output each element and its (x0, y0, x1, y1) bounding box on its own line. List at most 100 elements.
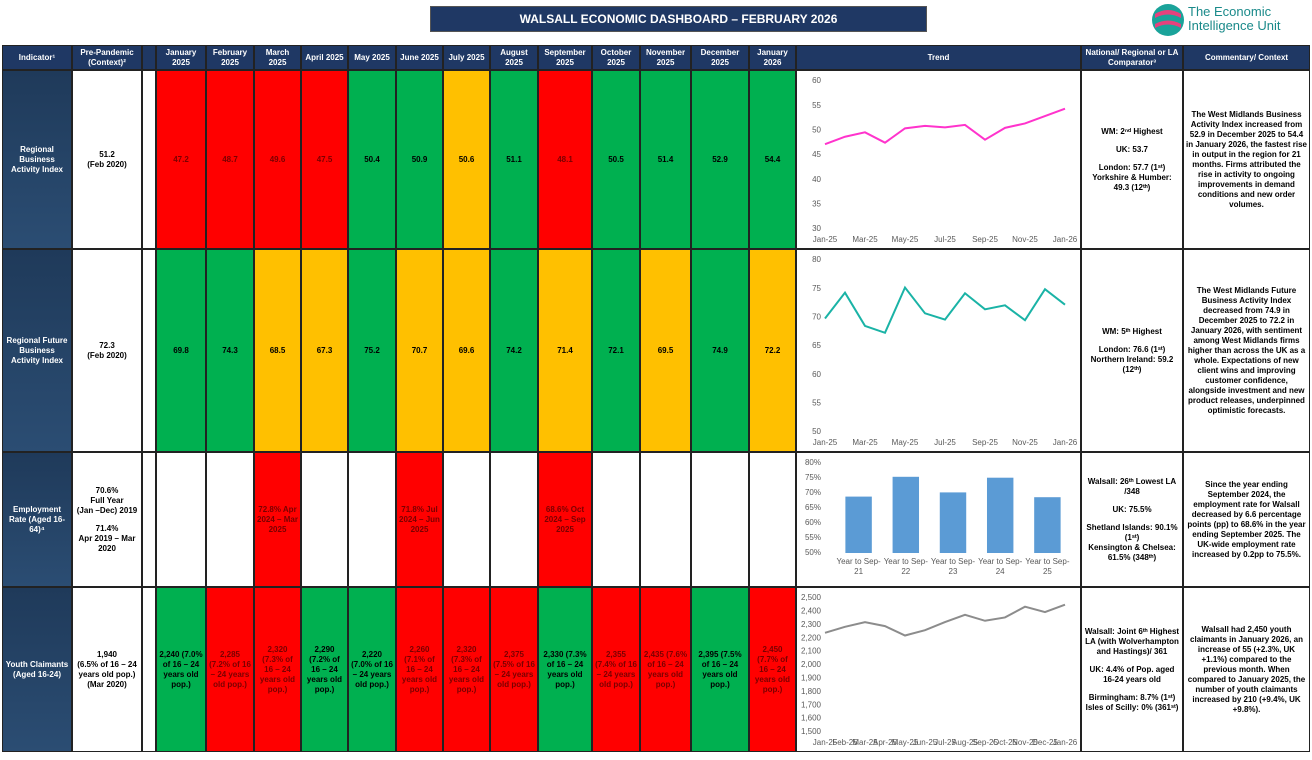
text-line: UK: 75.5% (1112, 504, 1152, 514)
column-header: December 2025 (691, 45, 749, 70)
indicator-cell: Regional Future Business Activity Index (2, 249, 72, 452)
cell-text: 72.2 (764, 345, 781, 355)
text-line: Kensington & Chelsea: 61.5% (348ᵗʰ) (1088, 542, 1176, 562)
column-header: January 2026 (749, 45, 796, 70)
status-cell: 2,355 (7.4% of 16 – 24 years old pop.) (592, 587, 640, 752)
status-cell (301, 452, 348, 587)
status-cell (206, 452, 254, 587)
spacer-header (142, 45, 156, 70)
header-text: National/ Regional or LA Comparator³ (1085, 47, 1179, 67)
status-cell: 2,240 (7.0% of 16 – 24 years old pop.) (156, 587, 206, 752)
status-cell: 2,320 (7.3% of 16 – 24 years old pop.) (443, 587, 490, 752)
commentary-cell: Walsall had 2,450 youth claimants in Jan… (1183, 587, 1310, 752)
column-header: February 2025 (206, 45, 254, 70)
header-text: August 2025 (500, 47, 528, 67)
cell-text: 52.9 (712, 154, 728, 164)
paragraph: Walsall: Joint 6ᵗʰ Highest LA (with Wolv… (1084, 627, 1180, 657)
context-cell: 1,940 (6.5% of 16 – 24 years old pop.) (Ma… (72, 587, 142, 752)
x-tick-label: Year to Sep-22 (883, 557, 928, 576)
text-line: Apr 2019 – Mar 2020 (78, 533, 136, 553)
comparator-cell: Walsall: 26ᵗʰ Lowest LA /348 UK: 75.5% She… (1081, 452, 1183, 587)
paragraph: Shetland Islands: 90.1% (1ˢᵗ) Kensington … (1084, 523, 1180, 563)
status-cell: 2,375 (7.5% of 16 – 24 years old pop.) (490, 587, 538, 752)
status-cell: 2,220 (7.0% of 16 – 24 years old pop.) (348, 587, 396, 752)
cell-text: 72.8% Apr 2024 – Mar 2025 (257, 504, 298, 534)
bar (845, 496, 872, 553)
trend-chart: 50 55 60 65 70 75 80 Jan-25 Mar-25 May-25 Jul-25 Se… (812, 255, 1078, 447)
cell-text: 68.5 (269, 345, 286, 355)
y-tick-label: 65% (805, 503, 821, 512)
commentary-text: Since the year ending September 2024, th… (1187, 479, 1306, 559)
status-cell: 50.5 (592, 70, 640, 249)
text-line: Isles of Scilly: 0% (361ˢᵗ) (1085, 702, 1179, 712)
x-tick-label: Jul-25 (934, 738, 956, 747)
x-tick-label: Sep-25 (972, 738, 998, 747)
y-tick-label: 70% (805, 488, 821, 497)
status-cell: 50.4 (348, 70, 396, 249)
column-header: March 2025 (254, 45, 301, 70)
header-text: Indicator¹ (18, 52, 56, 62)
y-tick-label: 1,800 (801, 687, 822, 696)
column-header: Commentary/ Context (1183, 45, 1310, 70)
x-tick-label: Mar-25 (852, 438, 878, 447)
x-tick-label: Year to Sep-25 (1025, 557, 1070, 576)
text-line: 71.4% (95, 523, 119, 533)
paragraph: Walsall: 26ᵗʰ Lowest LA /348 (1084, 477, 1180, 497)
status-cell: 50.6 (443, 70, 490, 249)
cell-text: 54.4 (764, 154, 781, 164)
text-line: (Feb 2020) (87, 159, 127, 169)
commentary-text: Walsall had 2,450 youth claimants in Jan… (1187, 624, 1306, 714)
cell-text: 71.4 (557, 345, 573, 355)
header-text: July 2025 (448, 52, 485, 62)
y-tick-label: 70 (812, 312, 821, 321)
x-tick-label: Year to Sep-23 (930, 557, 976, 576)
text-line: 70.6% (95, 485, 119, 495)
y-tick-label: 80% (805, 458, 821, 467)
cell-text: 71.8% Jul 2024 – Jun 2025 (399, 504, 440, 534)
x-tick-label: May-25 (892, 235, 919, 244)
y-tick-label: 55% (805, 533, 821, 542)
status-cell: 2,320 (7.3% of 16 – 24 years old pop.) (254, 587, 301, 752)
x-tick-label: Mar-25 (852, 738, 878, 747)
x-tick-label: Aug-25 (952, 738, 978, 747)
y-tick-label: 75 (812, 284, 821, 293)
cell-text: 50.6 (458, 154, 475, 164)
cell-text: 75.2 (364, 345, 380, 355)
y-tick-label: 55 (812, 398, 821, 407)
y-tick-label: 35 (812, 199, 821, 208)
status-cell: 54.4 (749, 70, 796, 249)
header-text: January 2026 (757, 47, 788, 67)
text-line: WM: 5ᵗʰ Highest (1102, 326, 1162, 336)
y-tick-label: 2,100 (801, 647, 822, 656)
paragraph: UK: 53.7 (1116, 145, 1148, 155)
cell-text: 51.1 (506, 154, 522, 164)
header-text: December 2025 (700, 47, 740, 67)
trend-cell: 50 55 60 65 70 75 80 Jan-25 Mar-25 May-25 Jul-25 Se… (796, 249, 1081, 452)
text-line: (Jan –Dec) 2019 (76, 505, 138, 515)
trend-chart: 30 35 40 45 50 55 60 Jan-25 Mar-25 May-25 Jul-25 Se… (812, 76, 1078, 244)
cell-text: 70.7 (411, 345, 428, 355)
status-cell (749, 452, 796, 587)
status-cell: 75.2 (348, 249, 396, 452)
cell-text: 2,330 (7.3% of 16 – 24 years old pop.) (543, 649, 587, 689)
header-text: October 2025 (600, 47, 632, 67)
status-cell: 72.1 (592, 249, 640, 452)
commentary-cell: Since the year ending September 2024, th… (1183, 452, 1310, 587)
status-cell (443, 452, 490, 587)
y-tick-label: 1,900 (801, 674, 822, 683)
status-cell (691, 452, 749, 587)
cell-text: 2,355 (7.4% of 16 – 24 years old pop.) (595, 649, 637, 689)
x-tick-label: Jan-26 (1053, 438, 1078, 447)
status-cell (490, 452, 538, 587)
paragraph: 70.6% Full Year (Jan –Dec) 2019 (77, 486, 137, 516)
cell-text: 69.5 (657, 345, 674, 355)
header-text: November 2025 (645, 47, 686, 67)
status-cell: 69.5 (640, 249, 691, 452)
status-cell: 68.5 (254, 249, 301, 452)
status-cell (156, 452, 206, 587)
logo-icon (1152, 4, 1184, 36)
context-cell: 51.2 (Feb 2020) (72, 70, 142, 249)
y-tick-label: 2,000 (801, 660, 822, 669)
cell-text: 69.8 (173, 345, 189, 355)
cell-text: 49.6 (269, 154, 286, 164)
